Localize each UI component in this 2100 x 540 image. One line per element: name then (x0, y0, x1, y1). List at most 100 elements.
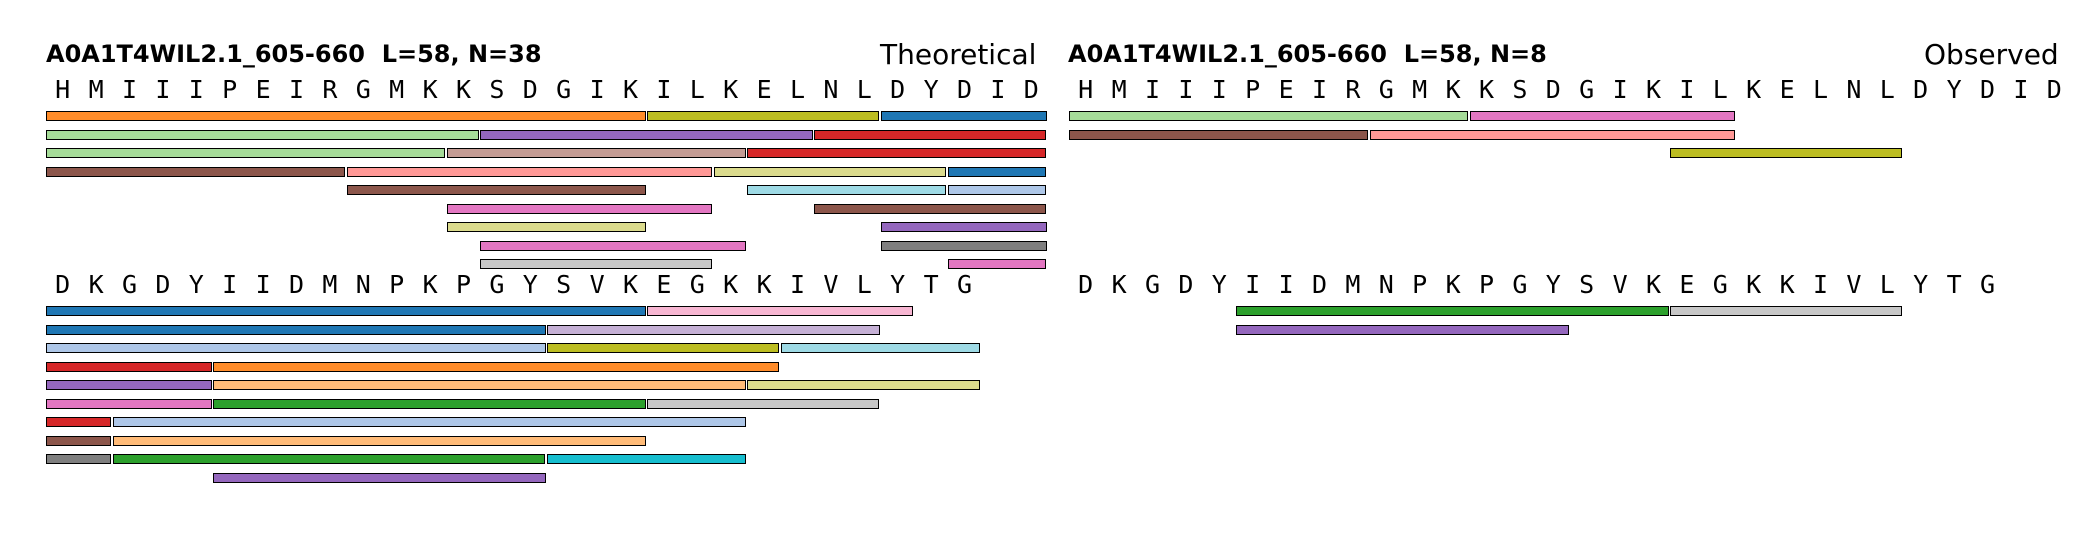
residue-observed-r1-3: G (1144, 270, 1161, 299)
residue-observed-r0-13: K (1478, 75, 1495, 104)
residue-observed-r0-19: I (1679, 75, 1695, 104)
residue-observed-r1-22: K (1779, 270, 1795, 299)
peptide-bar-theoretical-r1-19 (112, 435, 646, 446)
residue-observed-r0-17: I (1612, 75, 1628, 104)
residue-theoretical-r1-6: I (222, 270, 238, 299)
residue-theoretical-r1-9: M (322, 270, 338, 299)
peptide-bar-theoretical-r1-15 (647, 398, 880, 409)
residue-theoretical-r0-23: L (789, 75, 806, 104)
residue-theoretical-r1-23: I (789, 270, 806, 299)
residue-observed-r0-12: K (1445, 75, 1461, 104)
residue-observed-r1-5: Y (1211, 270, 1227, 299)
residue-theoretical-r0-8: I (288, 75, 305, 104)
peptide-bar-theoretical-r1-13 (46, 398, 212, 409)
peptide-bar-theoretical-r1-17 (112, 417, 746, 427)
residue-observed-r0-6: P (1245, 75, 1261, 104)
peptide-bar-theoretical-r1-14 (213, 398, 646, 409)
residue-theoretical-r1-21: K (723, 270, 739, 299)
residue-observed-r0-18: K (1645, 75, 1662, 104)
residue-theoretical-r0-19: I (656, 75, 672, 104)
residue-observed-r0-28: D (1979, 75, 1996, 104)
residue-observed-r0-15: D (1545, 75, 1561, 104)
residue-theoretical-r1-18: K (622, 270, 639, 299)
residue-theoretical-r1-27: T (923, 270, 939, 299)
peptide-bar-theoretical-r1-18 (46, 435, 112, 446)
peptide-bar-theoretical-r0-24 (947, 259, 1047, 269)
residue-theoretical-r0-26: D (890, 75, 906, 104)
peptide-bar-theoretical-r1-11 (213, 380, 746, 390)
residue-theoretical-r0-22: E (756, 75, 772, 104)
residue-theoretical-r0-4: I (155, 75, 171, 104)
panel-title-theoretical: A0A1T4WIL2.1_605-660 L=58, N=38 (46, 40, 542, 68)
residue-theoretical-r0-6: P (222, 75, 238, 104)
peptide-bar-theoretical-r1-16 (46, 417, 112, 427)
residue-observed-r1-28: G (1979, 270, 1996, 299)
peptide-bar-theoretical-r1-6 (547, 343, 780, 353)
residue-observed-r1-11: P (1412, 270, 1428, 299)
peptide-bar-theoretical-r0-16 (947, 185, 1047, 195)
residue-theoretical-r0-18: K (622, 75, 639, 104)
residue-theoretical-r0-12: K (422, 75, 438, 104)
peptide-bar-theoretical-r0-13 (947, 166, 1047, 177)
residue-theoretical-r1-25: L (856, 270, 872, 299)
peptide-bar-theoretical-r0-12 (714, 166, 947, 177)
residue-theoretical-r0-27: Y (923, 75, 939, 104)
residue-observed-r0-4: I (1178, 75, 1194, 104)
residue-observed-r0-9: R (1345, 75, 1361, 104)
residue-theoretical-r1-24: V (823, 270, 839, 299)
peptide-bar-theoretical-r0-1 (46, 111, 646, 121)
residue-observed-r1-2: K (1111, 270, 1127, 299)
residue-theoretical-r1-22: K (756, 270, 772, 299)
residue-observed-r1-4: D (1178, 270, 1194, 299)
peptide-bar-theoretical-r0-10 (46, 166, 346, 177)
residue-theoretical-r0-29: I (990, 75, 1006, 104)
peptide-bar-theoretical-r1-20 (46, 454, 112, 464)
panel-label-theoretical: Theoretical (880, 38, 1037, 71)
residue-theoretical-r0-13: K (455, 75, 472, 104)
residue-observed-r1-16: S (1579, 270, 1595, 299)
residue-observed-r0-3: I (1144, 75, 1161, 104)
residue-theoretical-r1-13: P (455, 270, 472, 299)
residue-observed-r1-25: L (1879, 270, 1895, 299)
peptide-bar-theoretical-r0-21 (480, 240, 746, 251)
peptide-bar-observed-r1-3 (1236, 324, 1569, 335)
residue-observed-r1-6: I (1245, 270, 1261, 299)
residue-theoretical-r0-3: I (121, 75, 138, 104)
residue-theoretical-r0-20: L (689, 75, 705, 104)
residue-observed-r0-30: D (2046, 75, 2062, 104)
peptide-bar-theoretical-r1-9 (213, 361, 780, 372)
peptide-bar-theoretical-r1-1 (46, 306, 646, 316)
peptide-bar-theoretical-r0-18 (814, 203, 1047, 214)
peptide-bar-theoretical-r1-4 (547, 324, 880, 335)
residue-observed-r1-23: I (1812, 270, 1829, 299)
residue-theoretical-r0-28: D (956, 75, 973, 104)
peptide-bar-observed-r0-3 (1069, 129, 1369, 140)
residue-observed-r0-22: E (1779, 75, 1795, 104)
peptide-bar-theoretical-r0-4 (46, 129, 479, 140)
residue-observed-r1-15: Y (1545, 270, 1561, 299)
residue-theoretical-r1-28: G (956, 270, 973, 299)
residue-observed-r1-8: D (1311, 270, 1328, 299)
peptide-bar-theoretical-r1-2 (647, 306, 913, 316)
residue-observed-r1-1: D (1078, 270, 1094, 299)
residue-observed-r0-7: E (1278, 75, 1294, 104)
residue-theoretical-r1-1: D (55, 270, 71, 299)
residue-observed-r0-10: G (1378, 75, 1394, 104)
residue-theoretical-r1-8: D (288, 270, 305, 299)
peptide-bar-theoretical-r0-19 (446, 222, 646, 232)
residue-observed-r1-10: N (1378, 270, 1394, 299)
residue-theoretical-r1-2: K (88, 270, 104, 299)
residue-theoretical-r0-2: M (88, 75, 104, 104)
residue-observed-r1-19: E (1679, 270, 1695, 299)
peptide-bar-theoretical-r1-5 (46, 343, 546, 353)
peptide-bar-theoretical-r0-11 (346, 166, 713, 177)
residue-observed-r1-27: T (1946, 270, 1962, 299)
peptide-bar-theoretical-r1-23 (213, 472, 546, 483)
residue-observed-r0-23: L (1812, 75, 1829, 104)
peptide-bar-theoretical-r1-8 (46, 361, 212, 372)
peptide-bar-theoretical-r1-22 (547, 454, 746, 464)
residue-theoretical-r1-12: K (422, 270, 438, 299)
residue-observed-r1-7: I (1278, 270, 1294, 299)
peptide-bar-theoretical-r0-3 (881, 111, 1047, 121)
peptide-bar-theoretical-r0-23 (480, 259, 713, 269)
